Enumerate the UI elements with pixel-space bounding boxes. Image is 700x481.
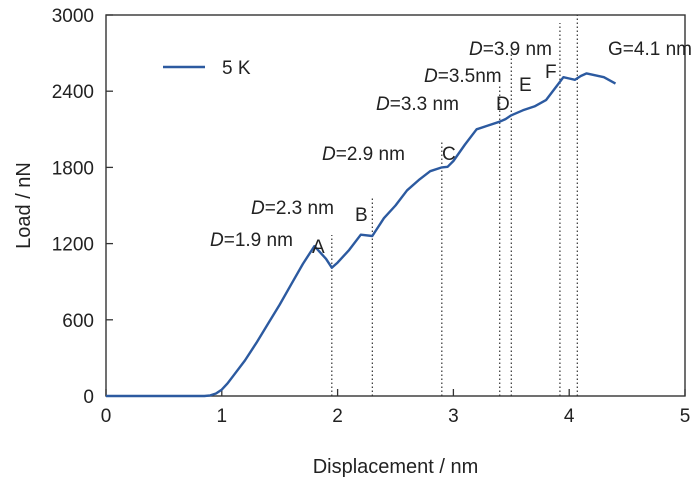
annotation-label: D=3.3 nm (376, 94, 459, 115)
annotation-symbol: D (469, 39, 483, 60)
axes (105, 14, 686, 397)
legend: 5 K (163, 58, 251, 79)
series-group (106, 72, 617, 398)
annotation-label: D=3.9 nm (469, 39, 552, 60)
x-ticks: 0 1 2 3 4 5 (101, 389, 691, 427)
annotation-symbol: D (424, 66, 438, 87)
reference-lines (331, 14, 578, 396)
annotation-symbol: D (322, 144, 336, 165)
x-tick-label: 4 (564, 406, 575, 427)
y-axis-title: Load / nN (13, 162, 35, 249)
x-tick-label: 5 (680, 406, 691, 427)
annotation-value: =1.9 nm (224, 230, 293, 251)
annotation-letter: B (355, 205, 368, 226)
x-tick-label: 1 (217, 406, 228, 427)
annotation-value: =2.9 nm (336, 144, 405, 165)
annotation-letter: D (496, 94, 510, 115)
annotation-label: D=2.3 nm (251, 198, 334, 219)
annotation-value: =3.3 nm (390, 94, 459, 115)
y-tick-label: 1200 (52, 235, 94, 256)
y-tick-label: 2400 (52, 82, 94, 103)
x-tick-label: 2 (332, 406, 343, 427)
annotation-letter: F (545, 62, 557, 83)
annotation-symbol: D (251, 198, 265, 219)
y-tick-label: 600 (62, 311, 94, 332)
annotation-label: D=3.5nm (424, 66, 502, 87)
annotation-letter: G=4.1 nm (608, 39, 692, 60)
annotation-value: =2.3 nm (265, 198, 334, 219)
series-line (106, 72, 617, 398)
legend-label: 5 K (222, 58, 251, 79)
annotations: D=1.9 nm AD=2.3 nm BD=2.9 nm CD=3.3 nm DD=3.… (210, 39, 692, 258)
y-ticks: 0 600 1200 1800 2400 3000 (52, 6, 113, 408)
annotation-letter: E (519, 75, 532, 96)
y-tick-label: 3000 (52, 6, 94, 27)
annotation-symbol: D (376, 94, 390, 115)
x-tick-label: 3 (448, 406, 459, 427)
x-tick-label: 0 (101, 406, 112, 427)
plot-frame (105, 14, 686, 397)
annotation-label: D=1.9 nm (210, 230, 293, 251)
annotation-value: =3.5nm (438, 66, 502, 87)
annotation-label: D=2.9 nm (322, 144, 405, 165)
annotation-letter: A (312, 237, 325, 258)
y-tick-label: 0 (83, 387, 94, 408)
x-axis-title: Displacement / nm (313, 456, 479, 478)
y-tick-label: 1800 (52, 158, 94, 179)
annotation-letter: C (442, 144, 456, 165)
annotation-value: =3.9 nm (483, 39, 552, 60)
annotation-symbol: D (210, 230, 224, 251)
